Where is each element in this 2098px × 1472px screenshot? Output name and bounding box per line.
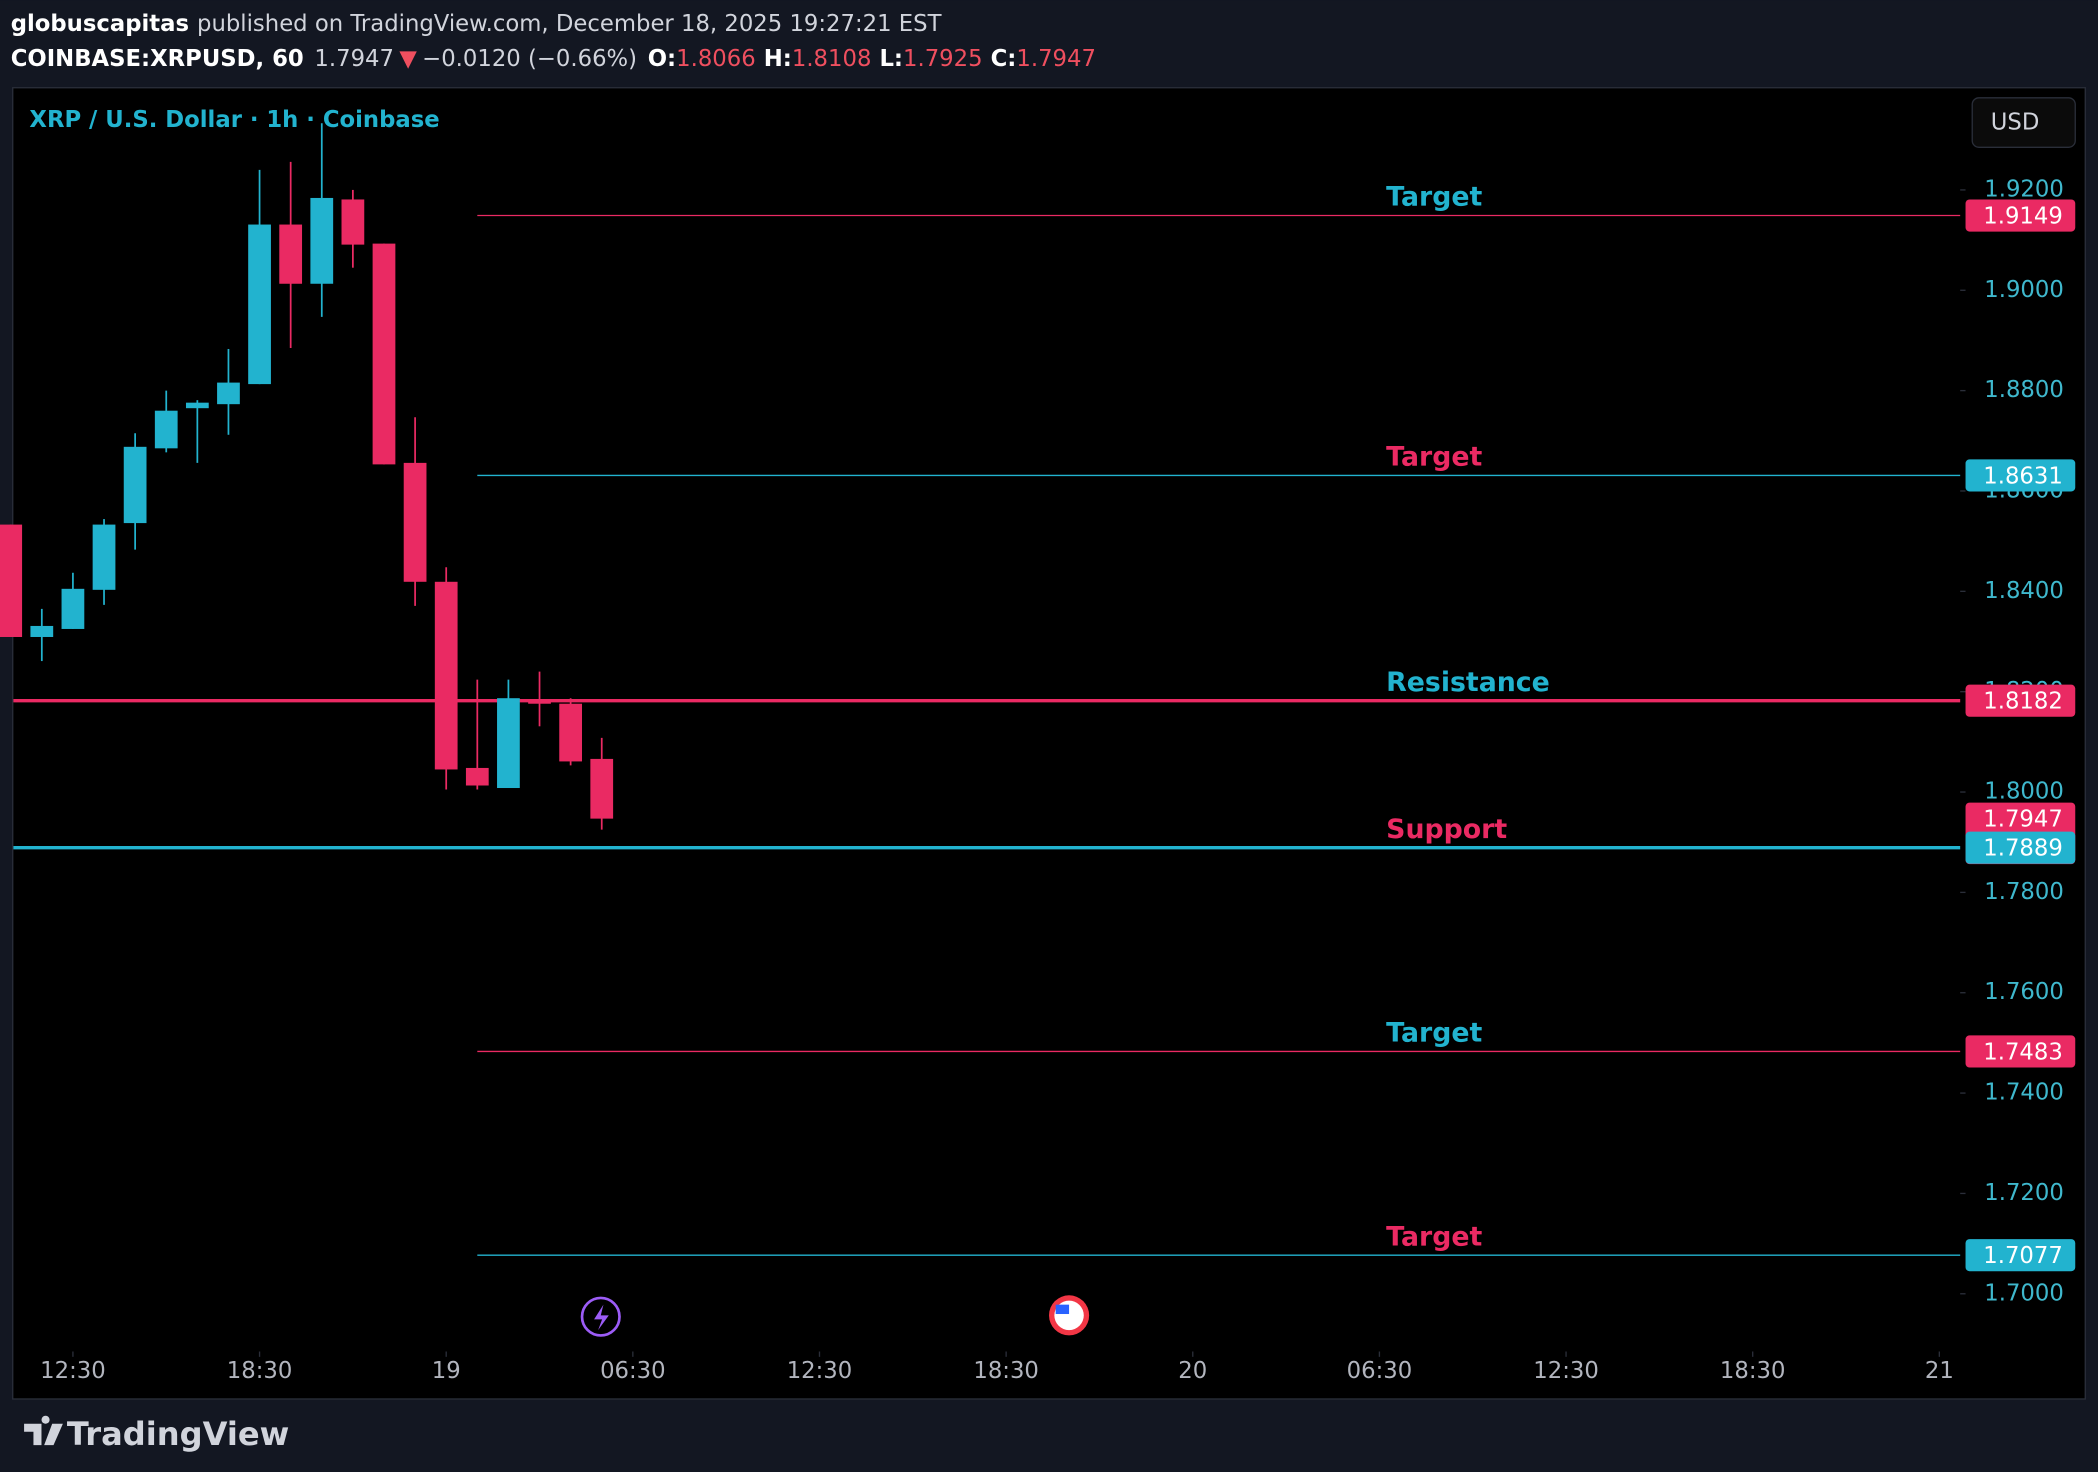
level-label: Target (1386, 1221, 1482, 1252)
y-tick-label: 1.7800 (1984, 879, 2064, 905)
price-badge (1965, 831, 2076, 864)
candle-body (590, 758, 614, 819)
price-badge-label: 1.7483 (1983, 1039, 2063, 1065)
y-tick-label: 1.9200 (1984, 176, 2064, 202)
h-label: H: (764, 45, 792, 71)
x-tick-label: 18:30 (973, 1358, 1039, 1384)
lightning (594, 1304, 609, 1331)
currency-button[interactable] (1971, 97, 2076, 148)
candle-body (434, 581, 458, 770)
price-badge (1965, 1035, 2076, 1068)
y-tick-label: 1.8000 (1984, 779, 2064, 805)
level-label: Target (1386, 1018, 1482, 1049)
x-tick-label: 06:30 (600, 1358, 666, 1384)
last-price: 1.7947 (314, 45, 394, 71)
price-badge-label: 1.7889 (1983, 836, 2063, 862)
symbol: COINBASE:XRPUSD, 60 (11, 45, 304, 71)
x-tick-label: 06:30 (1347, 1358, 1413, 1384)
header-line-2: COINBASE:XRPUSD, 60 1.7947 ▼ −0.0120 (−0.66… (11, 45, 1096, 71)
candle-body (248, 224, 271, 385)
currency[interactable]: USD (1991, 110, 2040, 136)
o-label: O: (648, 45, 676, 71)
candle-body (497, 698, 520, 789)
open-value: 1.8066 (676, 45, 756, 71)
candle-body (30, 625, 54, 637)
x-tick-label: 20 (1178, 1358, 1207, 1384)
ideas-icon[interactable] (580, 1296, 621, 1337)
brand: TradingView (67, 1415, 289, 1453)
y-tick-label: 1.7600 (1984, 979, 2064, 1005)
price-badge-label: 1.7077 (1983, 1243, 2063, 1269)
candle-body (372, 243, 396, 465)
candle-body (123, 446, 147, 524)
plot: Target Target Resistance Support Target Targe… (0, 123, 1961, 1256)
x-tick-label: 21 (1925, 1358, 1954, 1384)
x-tick-label: 18:30 (1720, 1358, 1786, 1384)
header-line-1: globuscapitas published on TradingView.co… (11, 11, 942, 37)
candle-body (465, 767, 489, 786)
candle-body (279, 224, 303, 284)
low-value: 1.7925 (903, 45, 983, 71)
y-tick-label: 1.7200 (1984, 1180, 2064, 1206)
y-tick-label: 1.8400 (1984, 578, 2064, 604)
x-tick-label: 18:30 (227, 1358, 293, 1384)
level-label: Support (1386, 814, 1507, 845)
level-label: Resistance (1386, 667, 1550, 698)
last-price-label: 1.7947 (1983, 806, 2063, 832)
price-badge-label: 1.8631 (1983, 463, 2063, 489)
published: published on TradingView.com, December 1… (197, 11, 942, 37)
x-tick-label: 12:30 (787, 1358, 853, 1384)
level-label: Target (1386, 182, 1482, 213)
price-badge-label: 1.9149 (1983, 203, 2063, 229)
level-label: Target (1386, 442, 1482, 473)
price-badge (1965, 1239, 2076, 1272)
high-value: 1.8108 (792, 45, 872, 71)
author: globuscapitas (11, 11, 189, 37)
c-label: C: (991, 45, 1017, 71)
l-label: L: (879, 45, 903, 71)
close-value: 1.7947 (1016, 45, 1096, 71)
candle-body (403, 462, 427, 582)
x-tick-label: 19 (432, 1358, 461, 1384)
y-tick-label: 1.7000 (1984, 1280, 2064, 1306)
logo-mark (24, 1415, 63, 1446)
price-badge (1965, 199, 2076, 232)
candle-body (92, 524, 116, 590)
candle-body (217, 382, 240, 405)
price-badge-label: 1.8182 (1983, 689, 2063, 715)
candle-body (341, 199, 365, 245)
candle-body (61, 588, 85, 629)
y-tick-label: 1.9000 (1984, 277, 2064, 303)
change: −0.0120 (−0.66%) (422, 45, 637, 71)
y-tick-label: 1.8800 (1984, 377, 2064, 403)
price-badge (1965, 684, 2076, 717)
arrow: ▼ (399, 45, 417, 71)
candle-body (154, 410, 178, 449)
candle-body (528, 699, 551, 704)
flag-canton (1055, 1304, 1070, 1315)
price-badge (1965, 459, 2076, 492)
candle-body (559, 703, 583, 762)
x-tick-label: 12:30 (1533, 1358, 1599, 1384)
y-tick-label: 1.7400 (1984, 1080, 2064, 1106)
chart-pane (12, 87, 2086, 1400)
candle-body (0, 524, 23, 637)
chart-title: XRP / U.S. Dollar · 1h · Coinbase (29, 107, 439, 133)
candle-body (310, 197, 334, 284)
candle-body (185, 402, 209, 409)
x-tick-label: 12:30 (40, 1358, 106, 1384)
